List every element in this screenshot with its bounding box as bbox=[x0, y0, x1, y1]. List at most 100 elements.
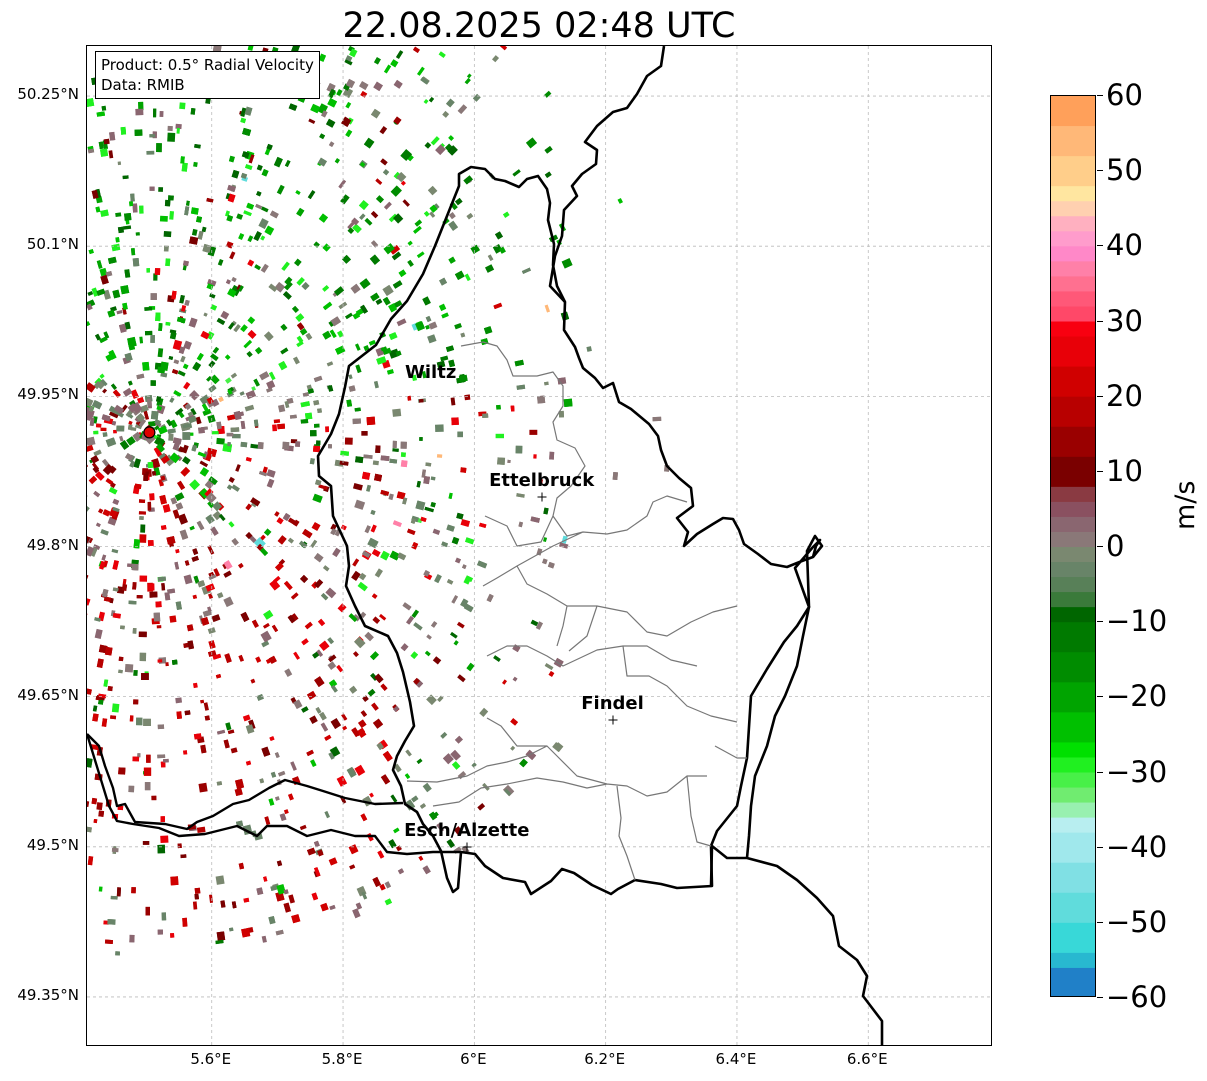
colorbar-tick bbox=[1097, 846, 1103, 848]
radar-echo-cell bbox=[212, 346, 220, 354]
radar-echo-cell bbox=[537, 395, 546, 404]
radar-echo-cell bbox=[320, 902, 329, 912]
colorbar-segment bbox=[1051, 622, 1095, 653]
radar-echo-cell bbox=[415, 321, 425, 332]
latitude-tick-label: 49.35°N bbox=[17, 985, 79, 1004]
city-label: Esch/Alzette bbox=[404, 819, 530, 841]
radar-echo-cell bbox=[161, 912, 167, 921]
radar-echo-cell bbox=[358, 572, 367, 581]
radar-echo-cell bbox=[445, 345, 455, 352]
radar-echo-cell bbox=[240, 117, 247, 124]
radar-echo-cell bbox=[477, 560, 488, 569]
radar-echo-cell bbox=[512, 169, 521, 177]
radar-echo-cell bbox=[168, 355, 174, 360]
longitude-tick-label: 5.8°E bbox=[321, 1050, 363, 1068]
radar-echo-cell bbox=[242, 714, 251, 722]
radar-echo-cell bbox=[136, 594, 143, 599]
radar-echo-cell bbox=[439, 277, 448, 286]
colorbar-tick-label: 30 bbox=[1106, 303, 1143, 338]
radar-echo-cell bbox=[143, 767, 152, 776]
radar-echo-cell bbox=[166, 419, 173, 427]
radar-echo-cell bbox=[169, 397, 175, 403]
radar-echo-cell bbox=[140, 524, 146, 533]
radar-echo-cell bbox=[345, 55, 353, 62]
radar-echo-cell bbox=[94, 617, 101, 622]
radar-echo-cell bbox=[208, 593, 214, 600]
radar-echo-cell bbox=[132, 627, 137, 634]
radar-echo-cell bbox=[87, 546, 95, 557]
radar-echo-cell bbox=[87, 436, 96, 446]
radar-echo-cell bbox=[98, 886, 103, 892]
radar-echo-cell bbox=[430, 621, 438, 628]
radar-echo-cell bbox=[310, 539, 318, 548]
radar-echo-cell bbox=[436, 360, 446, 369]
radar-echo-cell bbox=[493, 302, 503, 310]
radar-echo-cell bbox=[120, 126, 127, 135]
colorbar-segment bbox=[1051, 952, 1095, 969]
radar-echo-cell bbox=[127, 424, 133, 431]
radar-echo-cell bbox=[132, 203, 138, 213]
radar-echo-cell bbox=[238, 233, 245, 240]
radar-echo-cell bbox=[293, 356, 300, 365]
radar-echo-cell bbox=[436, 454, 443, 458]
radar-echo-cell bbox=[354, 636, 366, 649]
colorbar-segment bbox=[1051, 126, 1095, 157]
radar-echo-cell bbox=[259, 371, 270, 381]
radar-echo-cell bbox=[258, 470, 268, 477]
radar-echo-cell bbox=[243, 210, 252, 217]
radar-echo-cell bbox=[192, 682, 198, 689]
radar-echo-cell bbox=[278, 360, 288, 371]
radar-echo-cell bbox=[457, 674, 466, 683]
radar-echo-cell bbox=[349, 685, 358, 694]
radar-echo-cell bbox=[502, 679, 508, 685]
colorbar-tick-label: 40 bbox=[1106, 228, 1143, 263]
radar-echo-cell bbox=[103, 331, 110, 339]
radar-echo-cell bbox=[247, 329, 257, 339]
radar-echo-cell bbox=[329, 904, 336, 911]
radar-echo-cell bbox=[348, 844, 359, 855]
radar-echo-cell bbox=[105, 478, 114, 486]
radar-echo-cell bbox=[87, 758, 93, 768]
radar-echo-cell bbox=[160, 372, 168, 378]
latitude-tick-label: 49.8°N bbox=[26, 535, 79, 554]
radar-echo-cell bbox=[282, 441, 290, 450]
radar-echo-cell bbox=[146, 150, 155, 155]
radar-echo-cell bbox=[154, 418, 161, 426]
radar-echo-cell bbox=[124, 321, 131, 330]
radar-echo-cell bbox=[165, 258, 171, 267]
radar-echo-cell bbox=[95, 522, 101, 528]
radar-echo-cell bbox=[471, 762, 477, 768]
data-source-label: Data: RMIB bbox=[101, 76, 185, 94]
radar-echo-cell bbox=[284, 281, 293, 291]
radar-echo-cell bbox=[317, 849, 324, 857]
radar-echo-cell bbox=[212, 46, 222, 53]
radar-echo-cell bbox=[115, 951, 121, 956]
radar-echo-cell bbox=[510, 718, 519, 726]
latitude-tick-label: 49.65°N bbox=[17, 685, 79, 704]
radar-echo-cell bbox=[324, 734, 332, 741]
radar-echo-cell bbox=[198, 782, 208, 793]
radar-echo-cell bbox=[318, 213, 329, 223]
radar-echo-cell bbox=[92, 713, 99, 722]
radar-echo-cell bbox=[96, 260, 103, 269]
radar-echo-cell bbox=[87, 148, 95, 154]
radar-echo-cell bbox=[371, 702, 379, 711]
radar-echo-cell bbox=[521, 267, 531, 274]
radar-echo-cell bbox=[316, 440, 321, 446]
radar-echo-cell bbox=[95, 333, 101, 341]
radar-echo-cell bbox=[203, 312, 208, 317]
radar-echo-cell bbox=[132, 582, 137, 590]
radar-echo-cell bbox=[319, 640, 330, 651]
radar-echo-cell bbox=[128, 785, 135, 793]
radar-map-area[interactable] bbox=[86, 45, 992, 1046]
radar-echo-cell bbox=[276, 860, 283, 867]
radar-echo-cell bbox=[390, 794, 398, 803]
radar-echo-cell bbox=[432, 528, 441, 535]
radar-echo-cell bbox=[216, 317, 226, 326]
radar-echo-cell bbox=[269, 210, 279, 219]
radar-echo-cell bbox=[388, 348, 400, 359]
radar-echo-cell bbox=[370, 651, 379, 661]
radar-echo-cell bbox=[351, 217, 360, 226]
colorbar-segment bbox=[1051, 516, 1095, 533]
radar-echo-cell bbox=[187, 411, 194, 417]
